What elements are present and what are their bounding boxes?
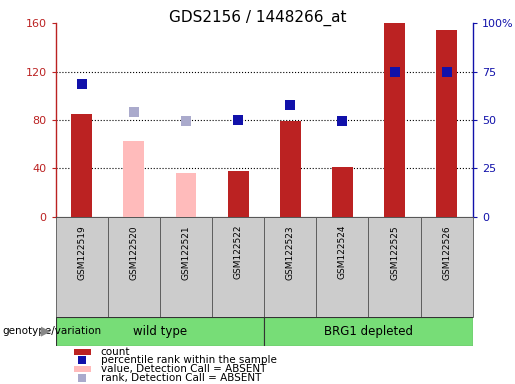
Text: GSM122523: GSM122523 — [286, 225, 295, 280]
Text: BRG1 depleted: BRG1 depleted — [324, 325, 413, 338]
Text: GSM122521: GSM122521 — [181, 225, 191, 280]
Bar — [124, 141, 144, 217]
Text: GSM122524: GSM122524 — [338, 225, 347, 280]
Text: count: count — [101, 347, 130, 357]
Text: percentile rank within the sample: percentile rank within the sample — [101, 356, 277, 366]
Text: GDS2156 / 1448266_at: GDS2156 / 1448266_at — [169, 10, 346, 26]
Bar — [369, 217, 421, 317]
Text: GSM122526: GSM122526 — [442, 225, 451, 280]
Text: GSM122522: GSM122522 — [234, 225, 243, 280]
Text: ▶: ▶ — [41, 325, 50, 338]
Bar — [280, 121, 301, 217]
Bar — [71, 114, 92, 217]
Bar — [176, 173, 196, 217]
Text: genotype/variation: genotype/variation — [3, 326, 101, 336]
Bar — [264, 317, 473, 346]
Text: rank, Detection Call = ABSENT: rank, Detection Call = ABSENT — [101, 373, 261, 383]
Bar — [421, 217, 473, 317]
Text: GSM122519: GSM122519 — [77, 225, 86, 280]
Bar — [160, 217, 212, 317]
Bar — [316, 217, 369, 317]
Text: value, Detection Call = ABSENT: value, Detection Call = ABSENT — [101, 364, 266, 374]
Bar — [74, 349, 91, 355]
Bar — [332, 167, 353, 217]
Bar — [74, 366, 91, 372]
Bar — [436, 30, 457, 217]
Bar — [108, 217, 160, 317]
Text: GSM122520: GSM122520 — [129, 225, 139, 280]
Bar — [56, 317, 264, 346]
Bar — [264, 217, 316, 317]
Bar — [228, 171, 249, 217]
Bar — [212, 217, 264, 317]
Text: wild type: wild type — [133, 325, 187, 338]
Bar — [56, 217, 108, 317]
Text: GSM122525: GSM122525 — [390, 225, 399, 280]
Bar — [384, 23, 405, 217]
